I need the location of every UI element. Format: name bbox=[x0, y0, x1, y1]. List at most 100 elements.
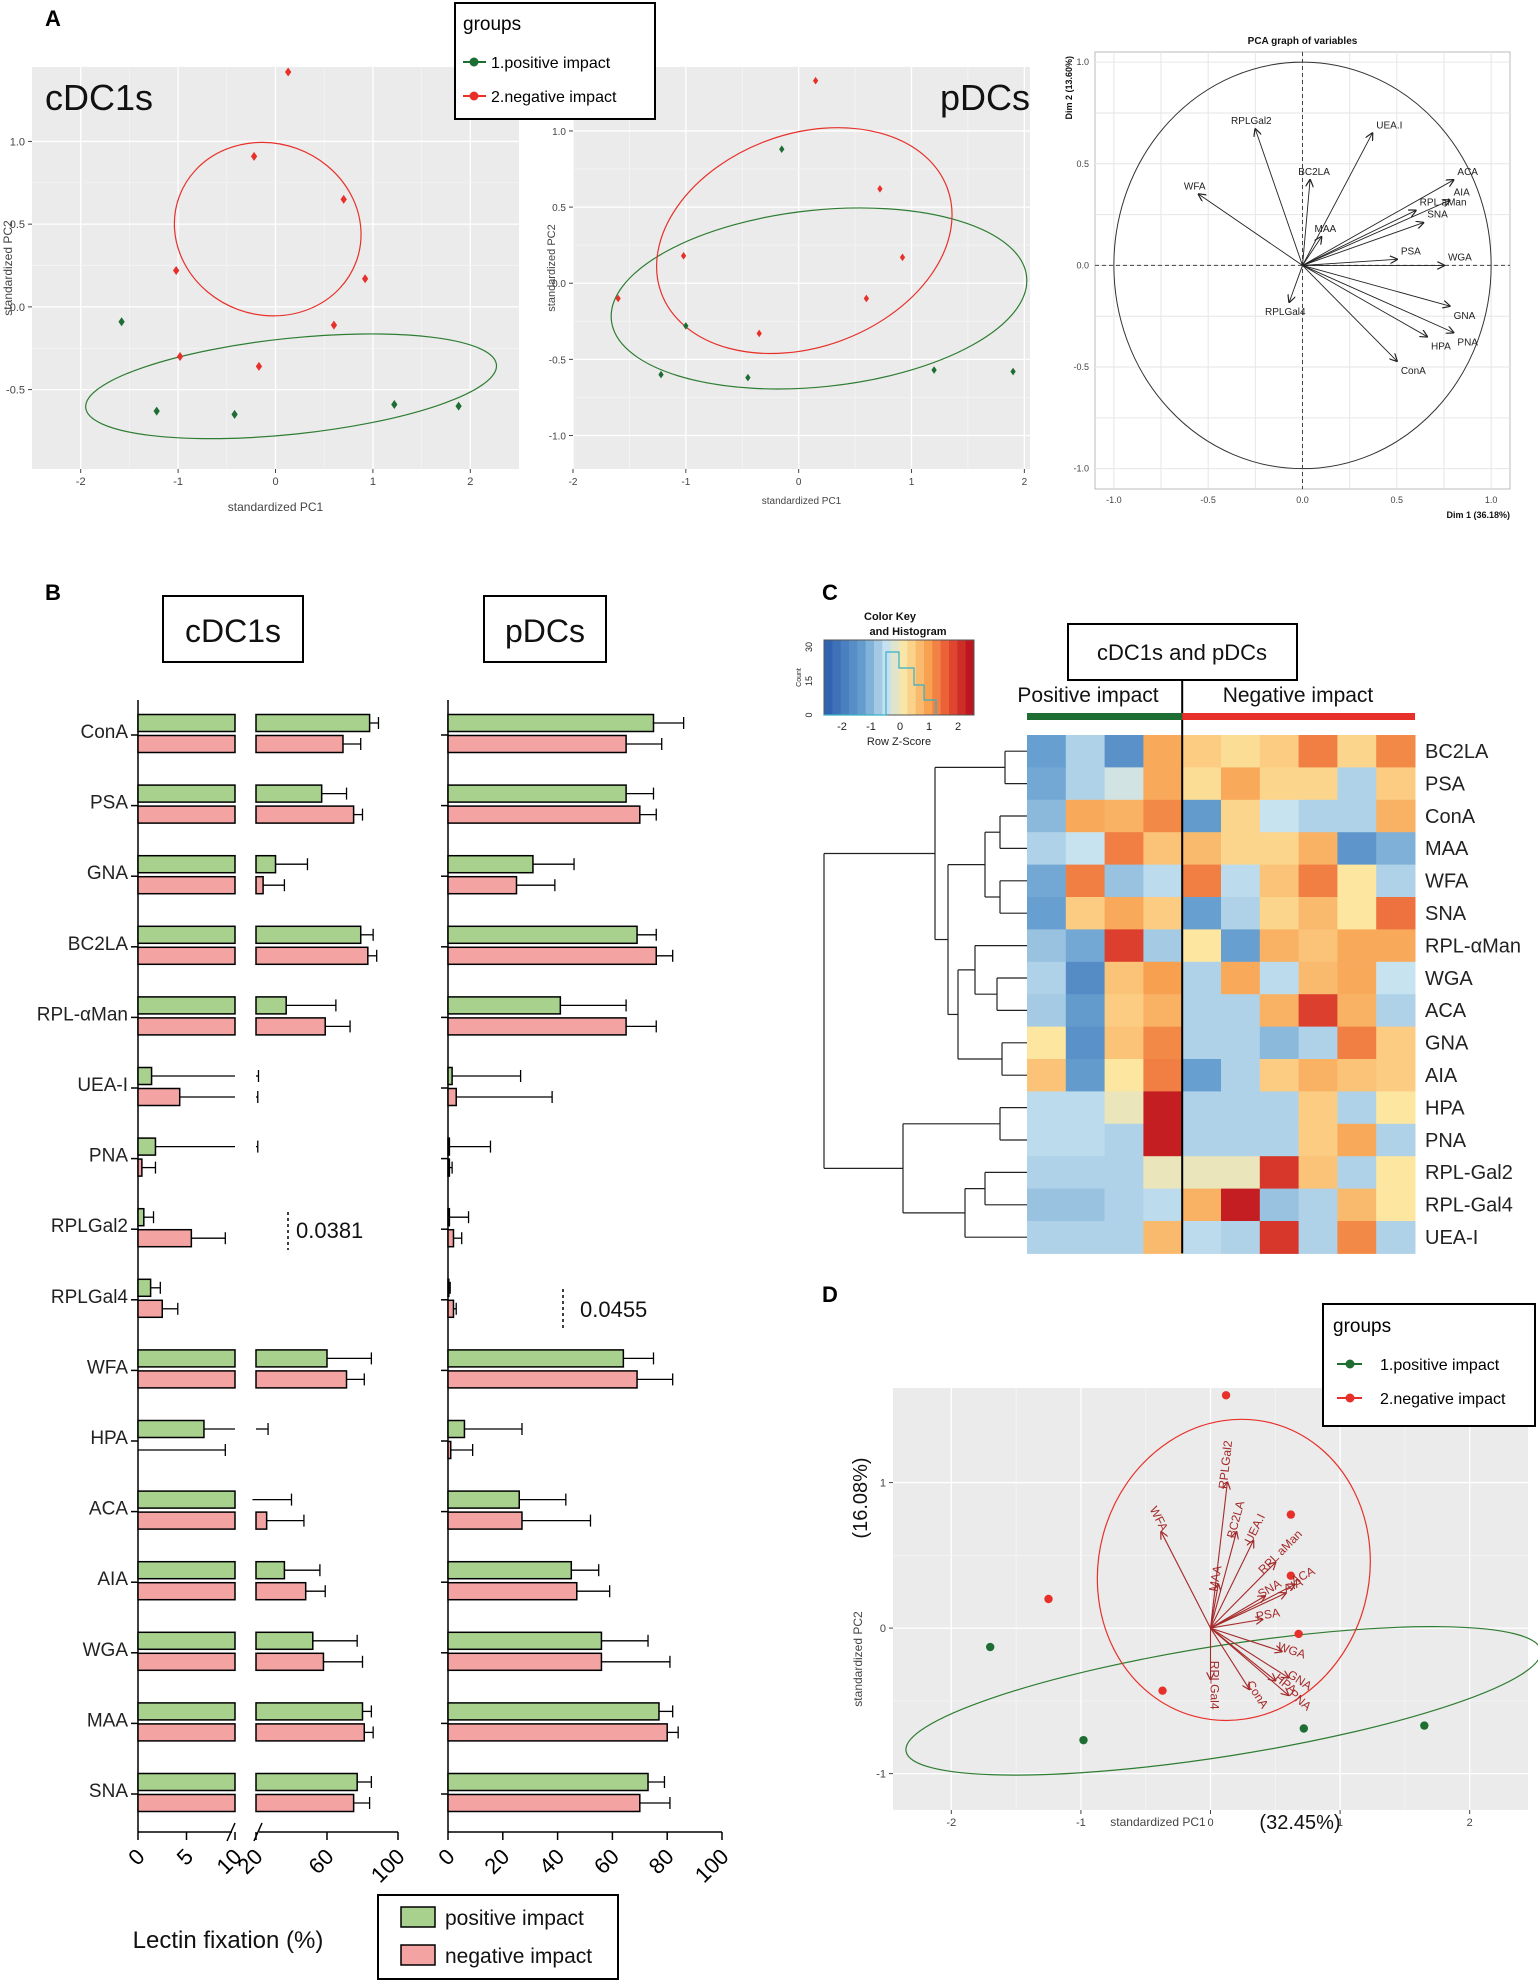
data-point bbox=[877, 185, 883, 193]
negative-bar-pdcs bbox=[447, 875, 518, 895]
legend-marker-positive bbox=[1345, 1359, 1355, 1369]
negative-bar-cdc1s bbox=[137, 1511, 236, 1530]
y-axis-percent: (16.08%) bbox=[850, 1457, 872, 1538]
data-point bbox=[863, 294, 870, 303]
negative-bar-pdcs bbox=[447, 1793, 641, 1813]
negative-bar-cdc1s bbox=[255, 1652, 325, 1672]
negative-bar-pdcs bbox=[447, 734, 627, 754]
data-point bbox=[340, 194, 347, 204]
color-key-swatch bbox=[824, 640, 833, 715]
heatmap-cell bbox=[1221, 929, 1261, 963]
x-tick-label: -2 bbox=[946, 1817, 956, 1829]
cdc1s-label-box bbox=[162, 595, 304, 663]
color-key-histogram bbox=[824, 651, 937, 716]
negative-bar-pdcs bbox=[447, 1581, 578, 1601]
data-point bbox=[1221, 1391, 1231, 1400]
category-label: HPA bbox=[90, 1428, 128, 1449]
positive-bar-cdc1s bbox=[137, 996, 236, 1015]
heatmap-cell bbox=[1182, 735, 1222, 768]
data-point bbox=[745, 373, 751, 382]
variable-label: ACA bbox=[1457, 167, 1478, 178]
positive-group-bar bbox=[1027, 713, 1183, 720]
x-axis-percent: (32.45%) bbox=[1259, 1812, 1340, 1834]
negative-bar-pdcs bbox=[447, 1087, 457, 1107]
variable-arrow bbox=[1210, 1619, 1263, 1629]
color-key-subtitle: and Histogram bbox=[869, 626, 946, 638]
variable-arrow bbox=[1302, 259, 1397, 266]
y-tick-label: -0.5 bbox=[549, 355, 567, 366]
data-point bbox=[1158, 1686, 1167, 1695]
variable-arrow bbox=[1210, 1596, 1265, 1629]
heatmap-cell bbox=[1376, 1123, 1416, 1157]
positive-bar-cdc1s bbox=[137, 1772, 236, 1792]
data-point bbox=[1286, 1571, 1296, 1580]
positive-bar-cdc1s bbox=[137, 1137, 157, 1156]
heatmap-cell bbox=[1298, 929, 1338, 963]
y-tick-label: 0.0 bbox=[10, 302, 25, 314]
heatmap-cell bbox=[1027, 961, 1067, 995]
x-axis-label: Dim 1 (36.18%) bbox=[1446, 510, 1510, 520]
heatmap-cell bbox=[1104, 767, 1144, 801]
variable-arrow bbox=[1161, 1532, 1211, 1629]
positive-bar-cdc1s bbox=[137, 854, 236, 874]
heatmap-cell bbox=[1298, 1188, 1338, 1222]
x-axis-label: standardized PC1 bbox=[762, 496, 842, 507]
x-tick-label: -1 bbox=[681, 477, 690, 488]
color-key-swatch bbox=[857, 640, 867, 715]
heatmap-cell bbox=[1182, 1188, 1222, 1222]
row-label: RPL-Gal4 bbox=[1425, 1195, 1513, 1217]
category-label: MAA bbox=[87, 1710, 129, 1731]
positive-bar-pdcs bbox=[447, 713, 655, 733]
heatmap-cell bbox=[1259, 1026, 1300, 1060]
heatmap-cell bbox=[1143, 767, 1183, 801]
heatmap-cell bbox=[1376, 767, 1416, 801]
heatmap-cell bbox=[1065, 1026, 1106, 1060]
data-point bbox=[899, 253, 906, 262]
legend-title: groups bbox=[1333, 1316, 1391, 1337]
positive-bar-cdc1s bbox=[137, 1349, 236, 1368]
chart-title: PCA graph of variables bbox=[1248, 36, 1358, 47]
x-tick-label: 100 bbox=[366, 1844, 410, 1888]
heatmap-cell bbox=[1143, 1059, 1183, 1092]
y-tick-label: -0.5 bbox=[6, 385, 25, 397]
negative-bar-cdc1s bbox=[255, 875, 264, 895]
y-tick-label: 0 bbox=[880, 1623, 886, 1635]
heatmap-cell bbox=[1143, 1026, 1183, 1060]
color-key-tick: -2 bbox=[837, 721, 847, 733]
heatmap-cell bbox=[1337, 1059, 1377, 1092]
y-tick-label: -1.0 bbox=[1073, 464, 1089, 474]
heatmap-cell bbox=[1298, 735, 1338, 768]
row-dendrogram bbox=[823, 750, 1027, 1238]
x-tick-label: 0 bbox=[272, 476, 278, 488]
negative-bar-cdc1s bbox=[137, 1652, 236, 1672]
positive-bar-pdcs bbox=[447, 1631, 603, 1651]
color-key-swatch bbox=[957, 640, 967, 715]
category-label: SNA bbox=[89, 1781, 128, 1802]
heatmap-cell bbox=[1337, 1221, 1377, 1254]
negative-bar-cdc1s bbox=[137, 1087, 181, 1107]
heatmap-cell bbox=[1376, 735, 1416, 768]
variable-label: RPLGal2 bbox=[1216, 1439, 1236, 1489]
heatmap-cell bbox=[1027, 1156, 1067, 1190]
heatmap-cell bbox=[1143, 929, 1183, 963]
heatmap-cell bbox=[1259, 1188, 1300, 1222]
heatmap-cell bbox=[1182, 929, 1222, 963]
variable-label: AIA bbox=[1454, 187, 1470, 198]
data-point bbox=[330, 320, 338, 330]
row-label: SNA bbox=[1425, 903, 1467, 925]
heatmap-cell bbox=[1065, 735, 1106, 768]
y-tick-label: 0.0 bbox=[1076, 260, 1089, 270]
negative-bar-cdc1s bbox=[137, 1723, 236, 1742]
positive-bar-pdcs bbox=[447, 1137, 451, 1156]
variable-arrow bbox=[1209, 1584, 1219, 1629]
variable-label: SNA bbox=[1427, 210, 1448, 221]
panel-c-heatmap: BC2LA PSA ConA MAA WFA SNA RPL-αMan WGA ACA GNA AI… bbox=[796, 611, 1521, 1254]
negative-bar-cdc1s bbox=[255, 946, 369, 966]
negative-bar-pdcs bbox=[447, 1299, 455, 1319]
heatmap-cell bbox=[1027, 1188, 1067, 1222]
variable-arrow bbox=[1302, 211, 1416, 266]
negative-bar-cdc1s bbox=[137, 875, 236, 895]
y-axis-label: Dim 2 (13.60%) bbox=[1064, 56, 1074, 120]
y-tick-label: 0.5 bbox=[1076, 159, 1089, 169]
heatmap-cell bbox=[1298, 1091, 1338, 1125]
